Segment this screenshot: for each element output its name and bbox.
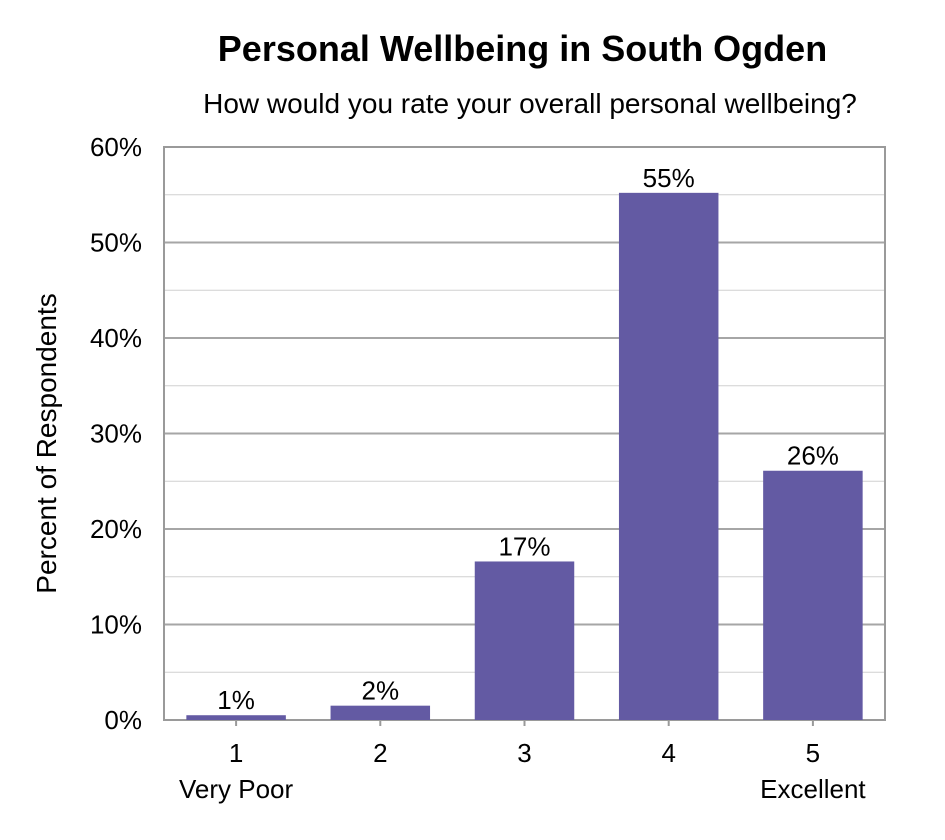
x-tick-label-5: 5	[806, 738, 820, 768]
data-label-1: 1%	[217, 685, 255, 715]
x-tick-label-1: 1	[229, 738, 243, 768]
bar-4	[618, 192, 719, 721]
x-tick-sublabel-1: Very Poor	[179, 774, 294, 804]
data-label-2: 2%	[362, 676, 400, 706]
x-tick-sublabel-5: Excellent	[760, 774, 866, 804]
y-axis-label: Percent of Respondents	[31, 293, 62, 593]
y-tick-label: 50%	[90, 228, 142, 258]
bar-1	[186, 715, 286, 720]
x-tick-label-3: 3	[517, 738, 531, 768]
chart-title: Personal Wellbeing in South Ogden	[217, 28, 828, 69]
bar-5	[763, 470, 863, 720]
y-tick-label: 10%	[90, 610, 142, 640]
y-tick-label: 40%	[90, 323, 142, 353]
y-tick-label: 60%	[90, 132, 142, 162]
data-label-5: 26%	[787, 441, 839, 471]
y-tick-label: 20%	[90, 514, 142, 544]
bar-3	[474, 561, 575, 720]
y-tick-label: 30%	[90, 419, 142, 449]
data-label-4: 55%	[643, 163, 695, 193]
x-tick-label-2: 2	[373, 738, 387, 768]
chart-subtitle: How would you rate your overall personal…	[203, 88, 857, 119]
bar-2	[330, 705, 431, 720]
data-label-3: 17%	[498, 531, 550, 561]
x-tick-label-4: 4	[661, 738, 675, 768]
y-tick-label: 0%	[104, 705, 142, 735]
